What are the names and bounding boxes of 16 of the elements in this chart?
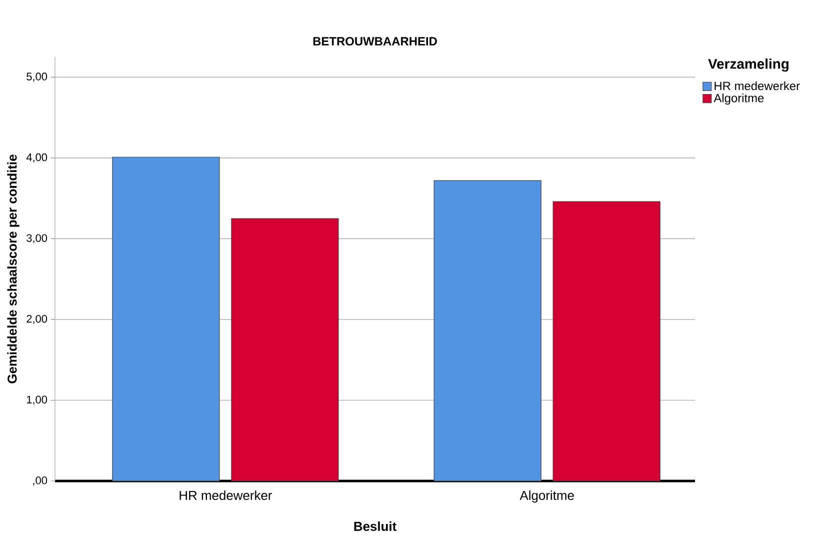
y-tick-label: ,00 (33, 476, 48, 486)
y-tick-label: 4,00 (26, 153, 48, 162)
legend-label: Algoritme (714, 94, 764, 105)
y-tick-label: 1,00 (26, 396, 48, 405)
bar (434, 180, 542, 482)
bar (112, 156, 220, 482)
y-tick-label: 5,00 (26, 72, 48, 82)
y-axis-title: Gemiddelde schaalscore per conditie (7, 154, 20, 384)
y-tick-label: 3,00 (26, 234, 48, 244)
bar (231, 218, 339, 482)
chart-title: BETROUWBAARHEID (313, 37, 437, 46)
legend-label: HR medewerker (714, 81, 800, 90)
y-tick-label: 2,00 (26, 314, 48, 324)
x-axis-title: Besluit (354, 521, 396, 531)
legend-title: Verzameling (708, 58, 788, 72)
bar (552, 201, 660, 482)
